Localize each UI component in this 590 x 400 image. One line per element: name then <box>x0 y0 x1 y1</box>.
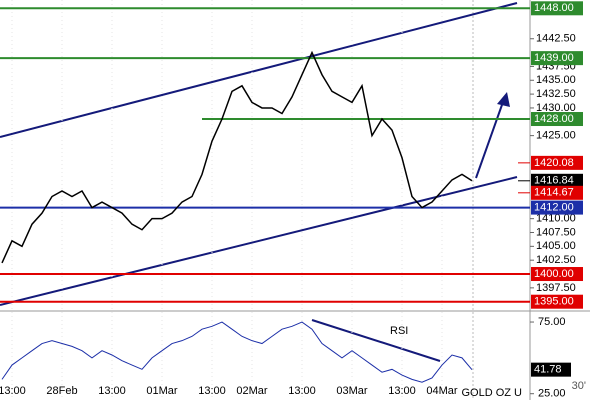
level-label: 1400.00 <box>534 268 574 280</box>
y-tick-label: 1402.50 <box>536 254 576 266</box>
rsi-value-label: 41.78 <box>534 364 562 376</box>
x-tick-label: 04Mar <box>426 385 458 397</box>
timeframe: 30' <box>572 380 586 392</box>
x-tick-label: 28Feb <box>46 385 77 397</box>
y-tick-label: 1442.50 <box>536 33 576 45</box>
marker-box <box>531 173 583 188</box>
forecast-arrow <box>475 101 504 179</box>
y-tick-label: 1432.50 <box>536 88 576 100</box>
y-tick-label: 1410.00 <box>536 213 576 225</box>
marker-box <box>531 185 583 200</box>
x-tick-label: 13:00 <box>198 385 226 397</box>
trend-line <box>0 2 518 138</box>
y-tick-label: 1405.00 <box>536 240 576 252</box>
price-line <box>1 50 473 264</box>
rsi-line <box>1 321 473 383</box>
x-tick-label: 13:00 <box>288 385 316 397</box>
rsi-tick-label: 75.00 <box>538 316 566 328</box>
level-label: 1395.00 <box>534 296 574 308</box>
level-box <box>531 51 583 66</box>
instrument: GOLD OZ U <box>461 387 522 399</box>
level-label: 1428.00 <box>534 113 574 125</box>
y-tick-label: 1397.50 <box>536 282 576 294</box>
level-label: 1448.00 <box>534 2 574 14</box>
arrow-head <box>497 92 510 107</box>
marker-box <box>531 155 583 170</box>
rsi-title: RSI <box>390 325 408 337</box>
x-tick-label: 13:00 <box>98 385 126 397</box>
x-tick-label: 03Mar <box>336 385 368 397</box>
level-box <box>531 294 583 309</box>
level-label: 1439.00 <box>534 52 574 64</box>
x-tick-label: 01Mar <box>146 385 178 397</box>
marker-label: 1420.08 <box>534 157 574 169</box>
x-tick-label: 02Mar <box>236 385 268 397</box>
level-box <box>531 112 583 127</box>
rsi-tick-label: 25.00 <box>538 388 566 400</box>
x-tick-label: 13:00 <box>0 385 26 397</box>
y-tick-label: 1425.00 <box>536 130 576 142</box>
marker-label: 1414.67 <box>534 187 574 199</box>
level-box <box>531 200 583 215</box>
level-label: 1412.00 <box>534 201 574 213</box>
trend-line <box>0 176 518 306</box>
y-tick-label: 1435.00 <box>536 74 576 86</box>
y-tick-label: 1407.50 <box>536 226 576 238</box>
level-box <box>531 267 583 282</box>
y-tick-label: 1430.00 <box>536 102 576 114</box>
rsi-value-box <box>531 362 571 377</box>
level-box <box>531 1 583 16</box>
marker-label: 1416.84 <box>534 175 574 187</box>
x-tick-label: 13:00 <box>388 385 416 397</box>
rsi-trend-line <box>311 319 441 362</box>
